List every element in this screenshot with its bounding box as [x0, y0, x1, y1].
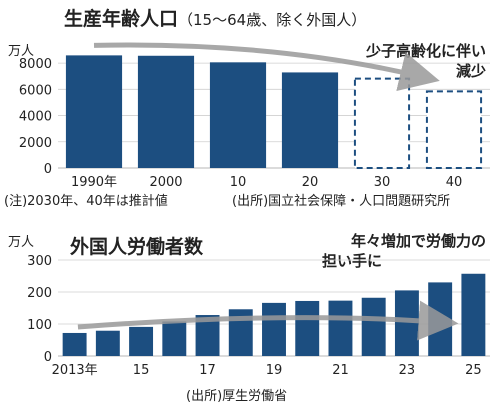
chart1-xtick-label: 40 — [446, 175, 463, 190]
chart1-trend-arrow — [93, 42, 440, 92]
chart1-ytick-label: 6000 — [19, 83, 52, 98]
chart1-bar — [137, 55, 195, 168]
chart1-ytick-label: 4000 — [19, 110, 52, 125]
chart1-ytick-label: 2000 — [19, 136, 52, 151]
chart2-xtick-label: 17 — [199, 363, 216, 378]
chart1-xtick-label: 1990年 — [71, 175, 117, 190]
chart2-xtick-label: 2013年 — [52, 363, 98, 378]
chart1-bar — [209, 62, 267, 168]
chart2-annotation-line1: 年々増加で労働力の — [350, 232, 486, 250]
chart2-note-source: (出所)厚生労働省 — [186, 389, 288, 404]
chart1-xtick-label: 30 — [374, 175, 391, 190]
chart2-ytick-label: 100 — [27, 318, 52, 333]
chart2-trend-arrow — [77, 300, 459, 341]
chart2-ytick-label: 200 — [27, 286, 52, 301]
chart2-xtick-label: 15 — [133, 363, 150, 378]
chart2-bar — [394, 290, 419, 356]
chart1-bar — [65, 55, 123, 168]
chart2-bar — [262, 302, 286, 356]
chart1-plot: 8000 6000 4000 2000 0 1990年 2000 10 20 30 40 — [19, 42, 490, 190]
chart1-title-main: 生産年齢人口 — [64, 8, 179, 30]
chart2-bar — [461, 273, 486, 356]
chart1-annotation-line1: 少子高齢化に伴い — [365, 42, 486, 60]
chart1-bar-estimate — [425, 90, 483, 169]
chart2-bar — [129, 326, 154, 356]
chart2-bar — [328, 300, 353, 356]
chart2-annotation-line2: 担い手に — [322, 252, 383, 270]
chart2-unit-label: 万人 — [8, 235, 35, 250]
chart1-subtitle: （15～64歳、除く外国人） — [178, 11, 367, 29]
chart2-xtick-label: 25 — [465, 363, 482, 378]
chart1-ytick-label: 8000 — [19, 57, 52, 72]
chart2-xtick-label: 23 — [399, 363, 416, 378]
chart2-bar — [295, 300, 320, 356]
chart1-bar — [281, 72, 339, 168]
chart2-xtick-label: 19 — [266, 363, 283, 378]
chart2-bar — [95, 330, 120, 356]
chart1-xtick-label: 10 — [230, 175, 247, 190]
chart2-bar — [162, 321, 187, 356]
chart1-xtick-label: 20 — [302, 175, 319, 190]
chart2-bar — [195, 315, 220, 356]
chart2-xtick-label: 21 — [332, 363, 349, 378]
chart1-xtick-label: 2000 — [149, 175, 182, 190]
chart2-bar — [62, 332, 87, 356]
chart1-annotation-line2: 減少 — [455, 62, 486, 80]
chart1-unit-label: 万人 — [8, 44, 35, 59]
chart1-note-source: (出所)国立社会保障・人口問題研究所 — [232, 194, 451, 209]
chart2-ytick-label: 300 — [27, 254, 52, 269]
chart2-ytick-label: 0 — [44, 350, 52, 365]
chart1-title: 生産年齢人口（15～64歳、除く外国人） — [64, 4, 366, 31]
chart1-note-estimate: (注)2030年、40年は推計値 — [4, 194, 168, 209]
chart1-bar-estimate — [353, 77, 411, 169]
chart2-title: 外国人労働者数 — [70, 236, 204, 258]
chart2-bar — [361, 297, 386, 356]
chart1-ytick-label: 0 — [44, 162, 52, 177]
